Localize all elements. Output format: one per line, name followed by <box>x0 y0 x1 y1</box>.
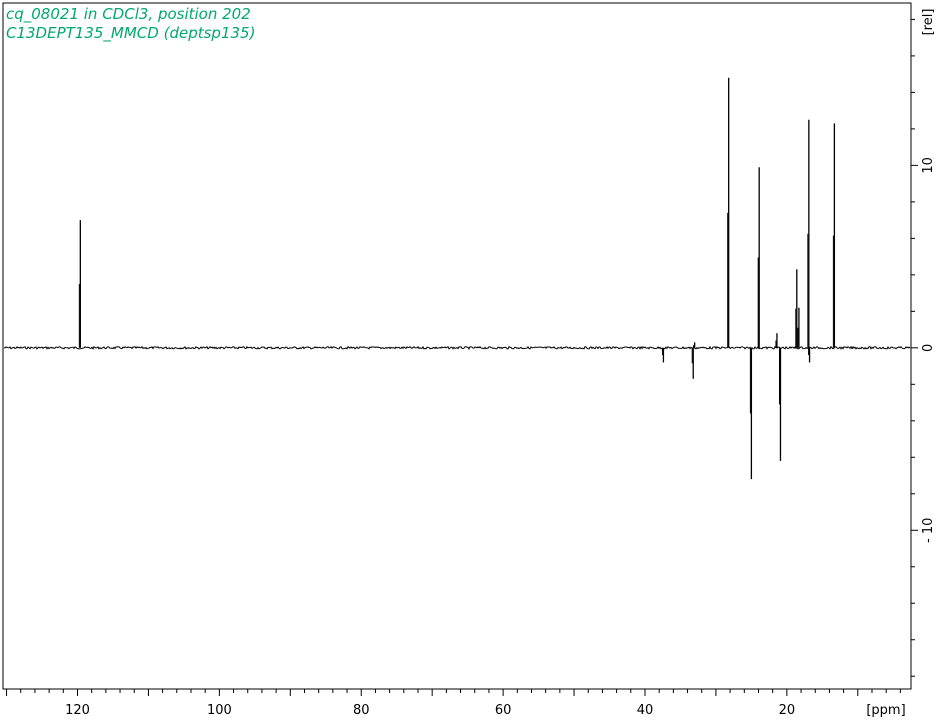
x-axis: 120 100 80 60 40 20 [ppm] <box>6 689 906 718</box>
y-tick-label: 0 <box>921 344 936 352</box>
y-tick-label: 10 <box>921 157 936 174</box>
x-tick-label: 20 <box>779 703 796 718</box>
plot-border <box>2 2 912 690</box>
plot-frame <box>2 2 912 690</box>
y-axis: 10 0 - 10 [rel] <box>911 9 936 677</box>
x-tick-label: 100 <box>207 703 232 718</box>
spectrum-title: cq_08021 in CDCl3, position 202 <box>6 5 251 23</box>
x-tick-label: 80 <box>353 703 370 718</box>
x-tick-label: 40 <box>637 703 654 718</box>
x-axis-label: [ppm] <box>866 703 905 718</box>
x-tick-label: 120 <box>65 703 90 718</box>
x-tick-label: 60 <box>495 703 512 718</box>
spectrum-baseline <box>3 345 911 350</box>
y-axis-label: [rel] <box>921 9 936 36</box>
spectrum-subtitle: C13DEPT135_MMCD (deptsp135) <box>6 24 256 42</box>
y-tick-label: - 10 <box>921 518 936 543</box>
spectrum-trace <box>3 77 911 480</box>
